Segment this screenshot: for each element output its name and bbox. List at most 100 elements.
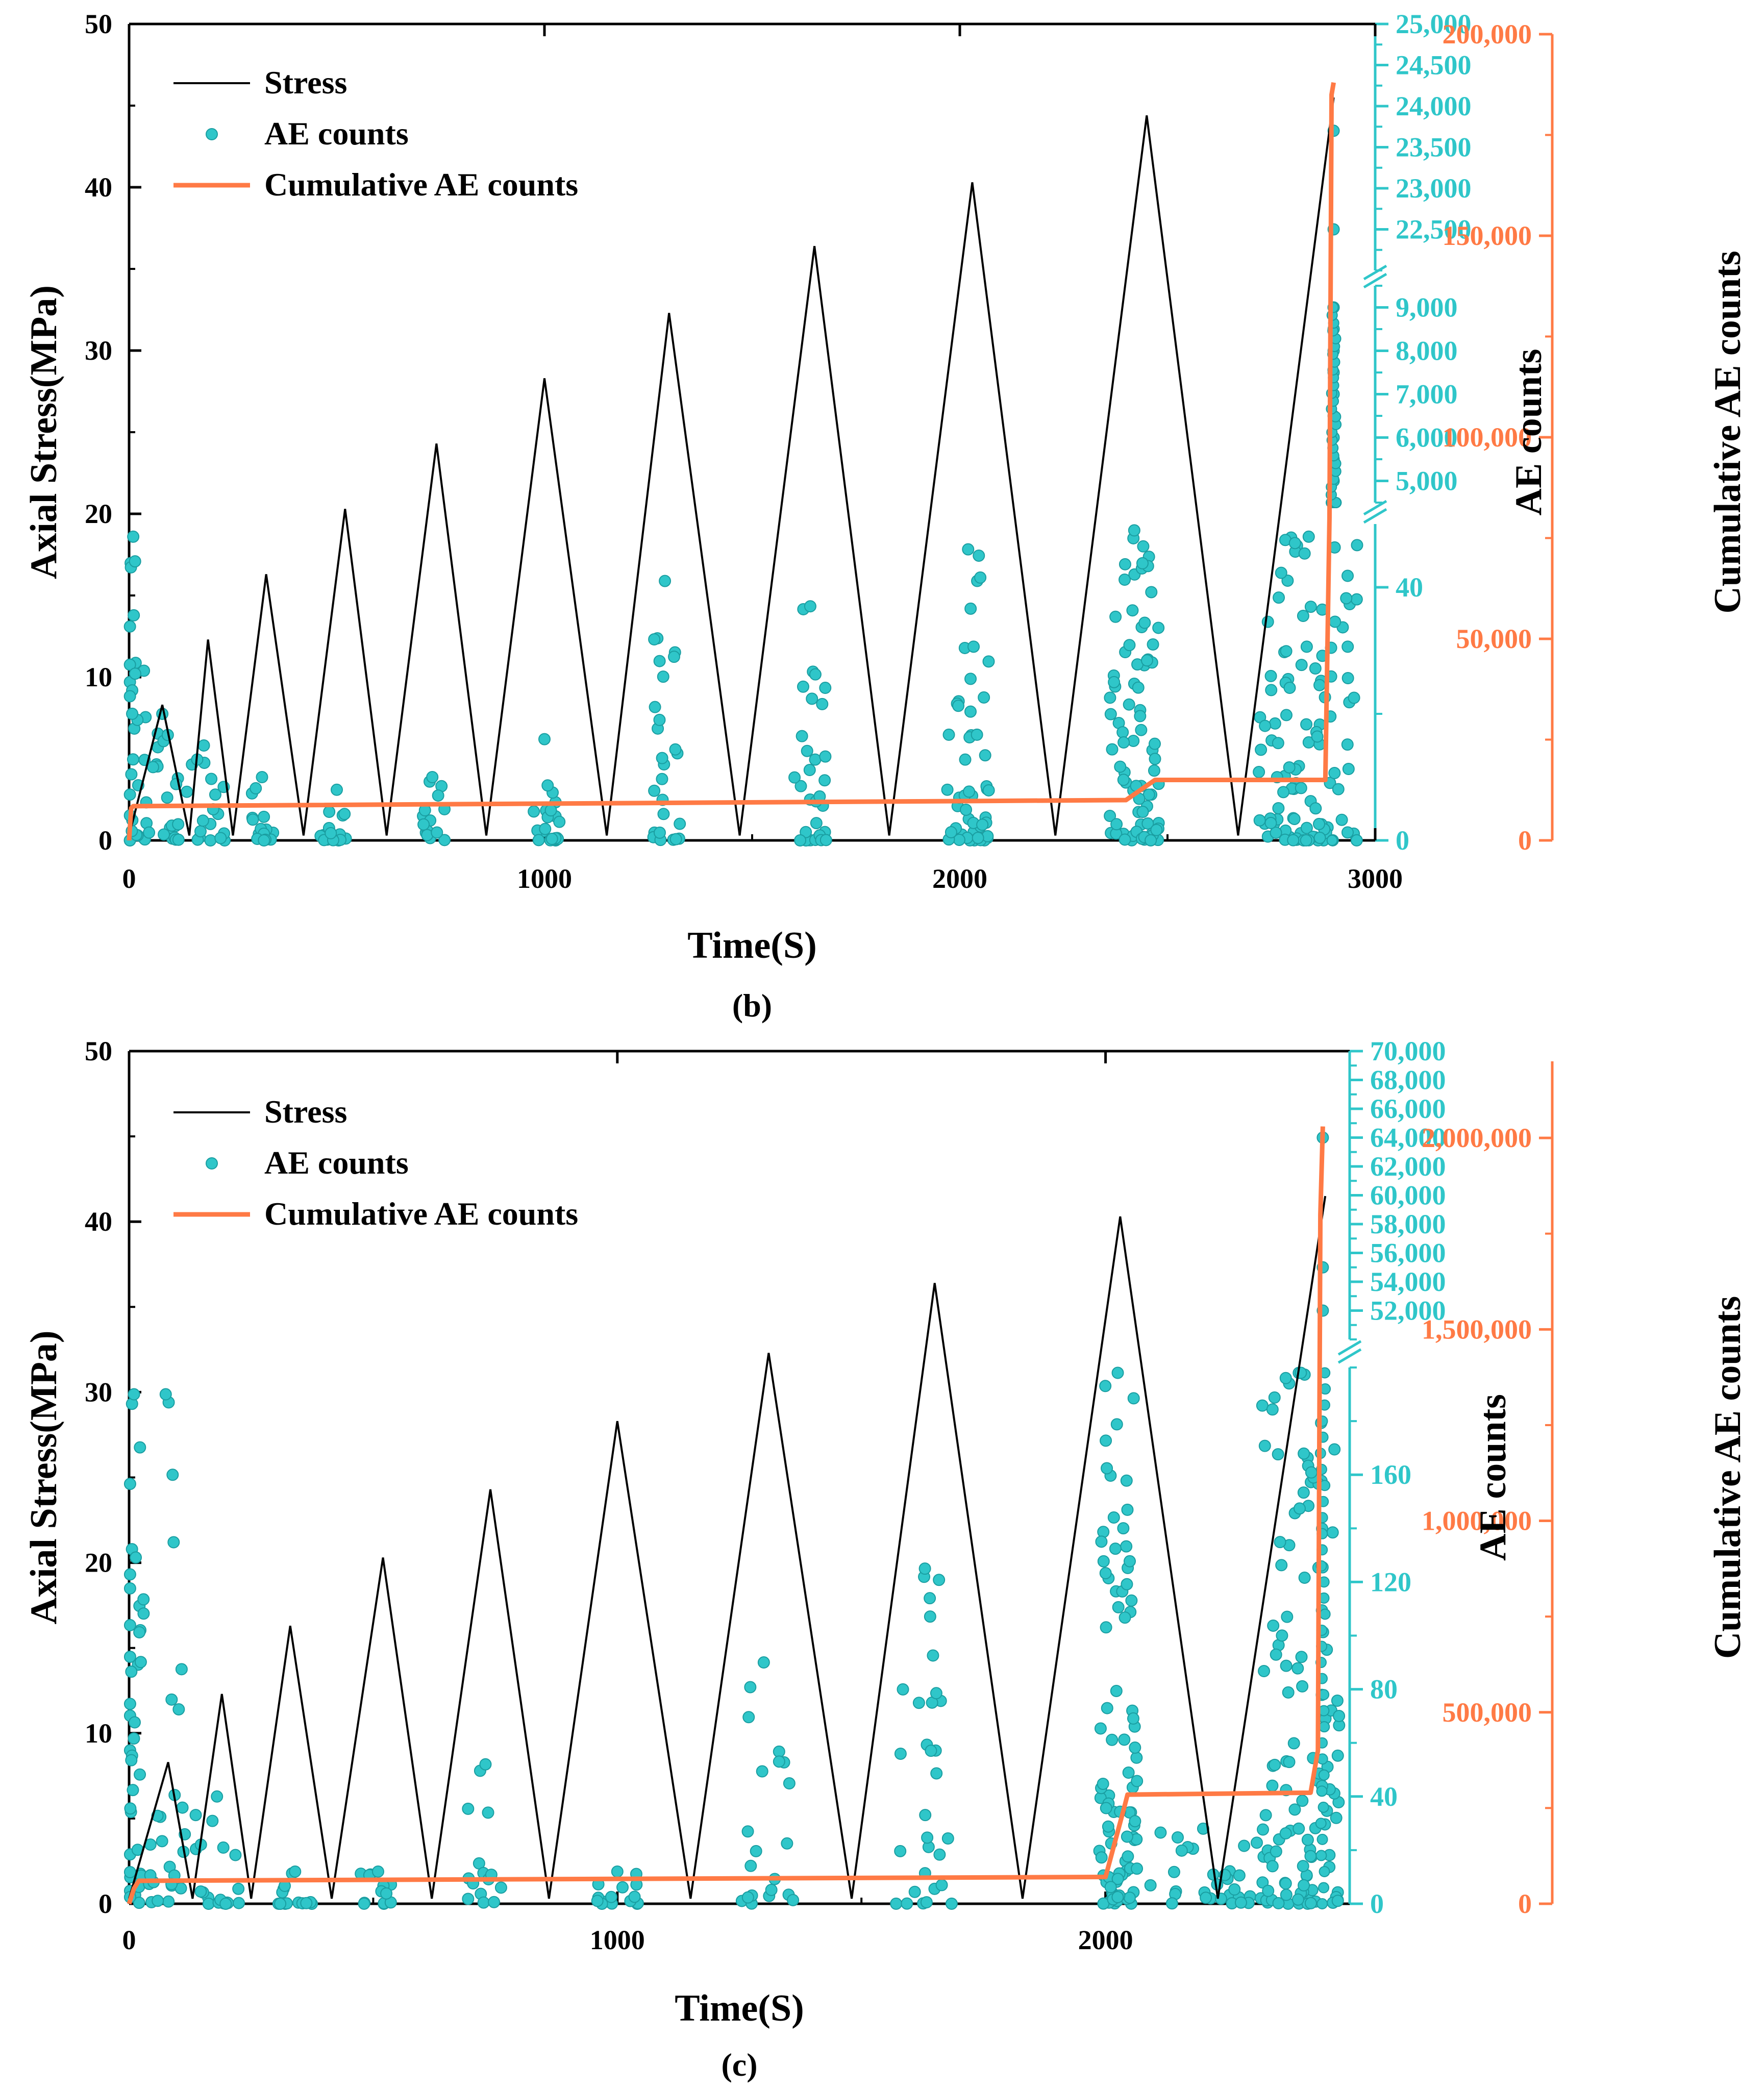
ae-point bbox=[1287, 834, 1300, 847]
ae-point bbox=[1110, 1418, 1123, 1431]
ae-point bbox=[819, 750, 832, 763]
ae-point bbox=[1279, 1372, 1292, 1384]
ae-point bbox=[1281, 574, 1294, 587]
ae-point bbox=[1256, 1399, 1269, 1412]
cumulative-tick-label: 0 bbox=[1518, 1888, 1532, 1919]
ae-point bbox=[204, 834, 217, 847]
ae-point bbox=[209, 788, 221, 801]
ae-point bbox=[1297, 1860, 1309, 1873]
ae-point bbox=[1269, 1758, 1281, 1771]
ae-point bbox=[1233, 1869, 1246, 1882]
ae-point bbox=[1315, 1850, 1327, 1861]
ae-point bbox=[1114, 760, 1127, 773]
ae-point bbox=[800, 826, 812, 838]
ae-tick-label: 160 bbox=[1370, 1459, 1411, 1490]
ae-point bbox=[175, 1663, 188, 1676]
ae-point bbox=[133, 1626, 146, 1638]
ae-point bbox=[1300, 718, 1313, 731]
ae-point bbox=[1145, 586, 1158, 599]
ae-point bbox=[162, 1895, 175, 1908]
ae-point bbox=[232, 1882, 245, 1895]
ae-point bbox=[803, 764, 816, 777]
ae-point bbox=[438, 834, 451, 847]
ae-scatter-series bbox=[123, 1131, 1346, 1910]
ae-point bbox=[206, 1814, 219, 1827]
ae-point bbox=[1106, 743, 1119, 756]
ae-point bbox=[1257, 1823, 1270, 1836]
ae-point bbox=[124, 1802, 137, 1815]
ae-point bbox=[1304, 601, 1317, 613]
ae-point bbox=[1329, 615, 1341, 628]
x-tick-label: 2000 bbox=[932, 863, 987, 894]
ae-point bbox=[1300, 822, 1313, 834]
ae-point bbox=[125, 1665, 138, 1678]
ae-point bbox=[165, 1693, 178, 1706]
ae-point bbox=[935, 1879, 948, 1892]
legend-ae-label: AE counts bbox=[264, 115, 409, 152]
ae-point bbox=[289, 1865, 302, 1878]
ae-point bbox=[964, 673, 977, 685]
ae-point bbox=[963, 785, 976, 798]
ae-point bbox=[1121, 1503, 1134, 1516]
ae-point bbox=[756, 1765, 768, 1778]
ae-point bbox=[1101, 1462, 1113, 1475]
ae-point bbox=[924, 1610, 936, 1623]
ae-point bbox=[1261, 615, 1274, 628]
ae-point bbox=[123, 690, 136, 703]
ae-point bbox=[659, 575, 672, 587]
ae-point bbox=[930, 1767, 943, 1780]
ae-point bbox=[1104, 810, 1116, 823]
ae-point bbox=[901, 1897, 913, 1910]
ae-point bbox=[1283, 761, 1296, 774]
cumulative-tick-label: 50,000 bbox=[1456, 624, 1532, 654]
x-tick-label: 3000 bbox=[1348, 863, 1403, 894]
x-tick-label: 1000 bbox=[517, 863, 572, 894]
ae-point bbox=[1315, 1818, 1327, 1829]
ae-point bbox=[1288, 812, 1301, 825]
ae-point bbox=[653, 655, 666, 667]
ae-point bbox=[431, 826, 443, 839]
ae-point bbox=[1150, 824, 1163, 836]
ae-point bbox=[920, 1896, 933, 1909]
ae-point bbox=[300, 1897, 313, 1909]
stress-tick-label: 0 bbox=[98, 1888, 112, 1919]
ae-point bbox=[1297, 609, 1309, 622]
ae-point bbox=[1130, 1751, 1143, 1764]
ae-point bbox=[890, 1897, 903, 1910]
ae-point bbox=[1126, 604, 1139, 617]
ae-point bbox=[541, 779, 554, 792]
ae-point bbox=[1100, 1802, 1112, 1814]
ae-tick-label: 0 bbox=[1396, 825, 1409, 856]
ae-point bbox=[1295, 782, 1307, 794]
ae-point bbox=[1280, 645, 1293, 658]
ae-point bbox=[133, 1897, 145, 1909]
ae-point bbox=[274, 1897, 287, 1910]
stress-tick-label: 40 bbox=[85, 172, 112, 203]
ae-point bbox=[819, 834, 832, 847]
ae-point bbox=[741, 1825, 754, 1838]
ae-axis-break-mark bbox=[1337, 1340, 1362, 1356]
stress-tick-label: 40 bbox=[85, 1206, 112, 1237]
cumulative-tick-label: 2,000,000 bbox=[1422, 1123, 1532, 1153]
ae-point bbox=[964, 602, 977, 615]
ae-point bbox=[1264, 816, 1277, 829]
ae-point bbox=[611, 1865, 624, 1878]
ae-point bbox=[181, 785, 193, 798]
ae-point bbox=[123, 1582, 136, 1595]
ae-point bbox=[1312, 817, 1325, 830]
ae-point bbox=[1266, 1403, 1279, 1416]
ae-point bbox=[819, 682, 832, 694]
ae-point bbox=[1135, 724, 1148, 736]
ae-point bbox=[1175, 1844, 1188, 1857]
ae-point bbox=[765, 1883, 778, 1896]
ae-point bbox=[794, 834, 807, 847]
ae-point bbox=[1291, 1893, 1304, 1906]
ae-point bbox=[1305, 1466, 1318, 1479]
ae-point bbox=[479, 1758, 492, 1771]
ae-point bbox=[258, 834, 270, 847]
ae-point bbox=[1129, 1741, 1141, 1754]
ae-point bbox=[783, 1777, 796, 1790]
ae-point bbox=[1341, 738, 1354, 751]
ae-point bbox=[1272, 737, 1284, 750]
ae-point bbox=[1129, 1815, 1141, 1828]
